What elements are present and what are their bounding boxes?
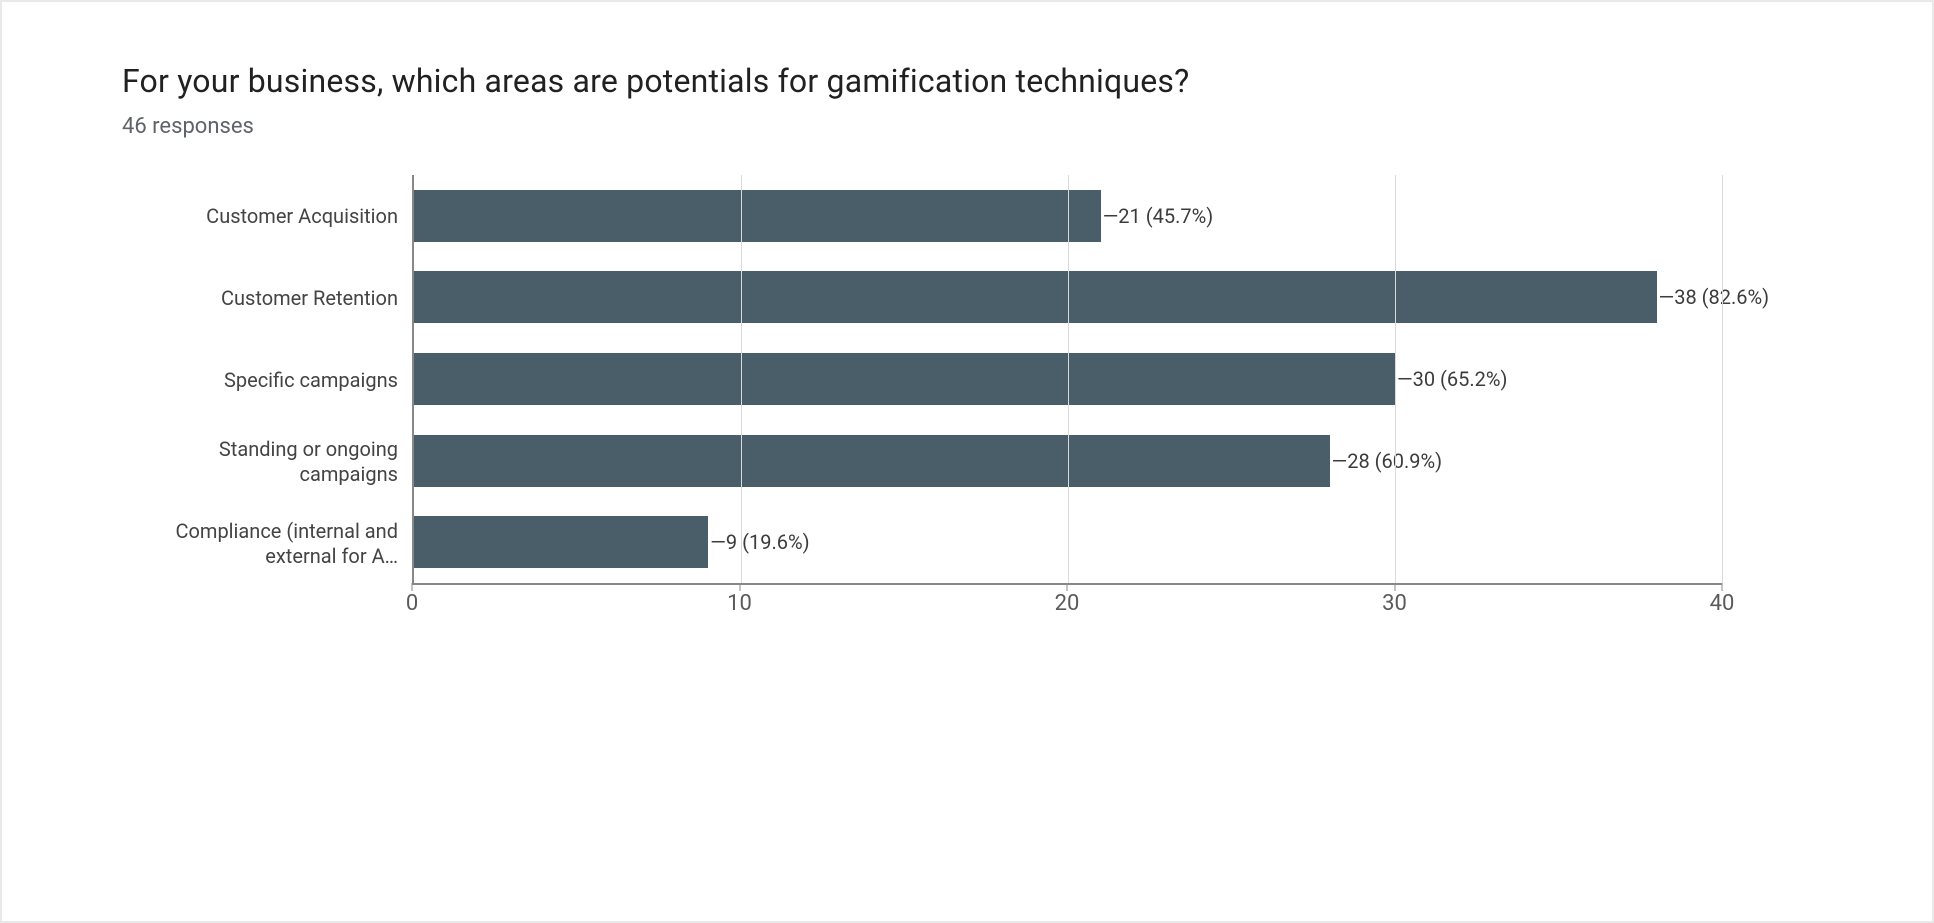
gridline <box>1068 175 1069 583</box>
chart-container: For your business, which areas are poten… <box>0 0 1934 923</box>
y-label: Standing or ongoing campaigns <box>122 421 398 503</box>
gridline <box>1722 175 1723 583</box>
chart-title: For your business, which areas are poten… <box>122 62 1842 100</box>
y-label-text: Customer Retention <box>221 286 398 311</box>
bar-value-label: —9 (19.6%) <box>710 530 809 554</box>
x-tick-label: 10 <box>727 591 752 616</box>
y-label: Customer Retention <box>221 257 398 339</box>
bar <box>414 353 1395 405</box>
x-tick-mark <box>1722 583 1723 591</box>
y-label-text: Standing or ongoing campaigns <box>122 437 398 487</box>
x-tick-mark <box>412 583 413 591</box>
bar-value-label: —28 (60.9%) <box>1332 449 1443 473</box>
gridline <box>741 175 742 583</box>
gridline <box>1395 175 1396 583</box>
x-tick-mark <box>1067 583 1068 591</box>
y-label: Compliance (internal and external for A… <box>122 503 398 585</box>
y-axis-labels: Customer Acquisition Customer Retention … <box>122 175 412 625</box>
x-tick-label: 0 <box>406 591 418 616</box>
y-label-text: Specific campaigns <box>224 368 398 393</box>
bar-value-label: —30 (65.2%) <box>1397 367 1508 391</box>
bar <box>414 435 1330 487</box>
y-label: Customer Acquisition <box>206 175 398 257</box>
plot-inner: —21 (45.7%)—38 (82.6%)—30 (65.2%)—28 (60… <box>412 175 1722 585</box>
x-tick-mark <box>1394 583 1395 591</box>
x-axis-ticks: 010203040 <box>412 585 1722 625</box>
bar <box>414 516 708 568</box>
bar-value-label: —21 (45.7%) <box>1103 204 1214 228</box>
y-label: Specific campaigns <box>224 339 398 421</box>
y-label-text: Compliance (internal and external for A… <box>122 519 398 569</box>
x-tick-label: 40 <box>1710 591 1735 616</box>
plot-area: —21 (45.7%) —38 (82.6%) —30 (65.2%) —28 (60… <box>412 175 1842 625</box>
chart-subtitle: 46 responses <box>122 114 1842 139</box>
x-tick-mark <box>739 583 740 591</box>
bar <box>414 271 1657 323</box>
y-label-text: Customer Acquisition <box>206 204 398 229</box>
x-tick-label: 20 <box>1055 591 1080 616</box>
bar-value-label: —38 (82.6%) <box>1659 285 1770 309</box>
x-tick-label: 30 <box>1382 591 1407 616</box>
bar <box>414 190 1101 242</box>
chart-body: Customer Acquisition Customer Retention … <box>122 175 1842 625</box>
